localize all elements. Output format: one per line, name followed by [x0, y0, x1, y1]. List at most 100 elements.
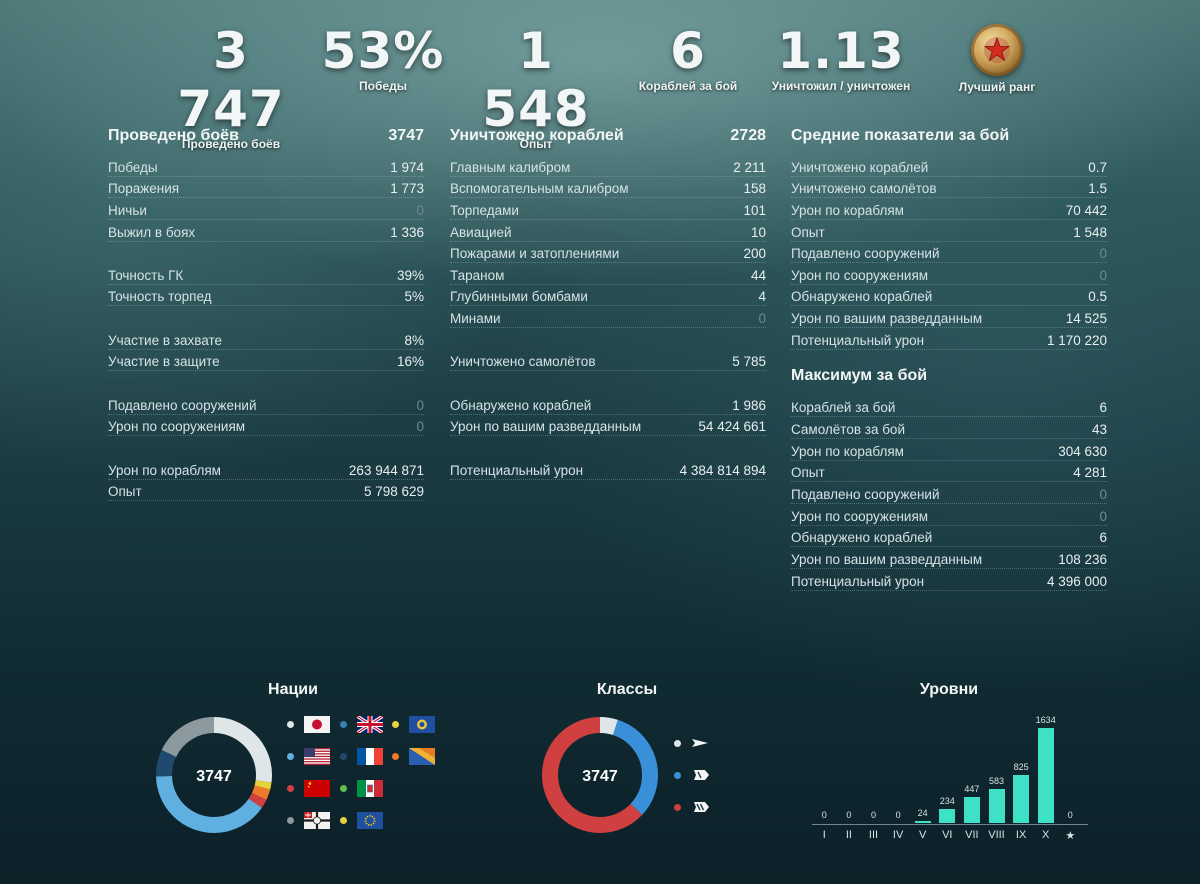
battles-label: Проведено боёв	[181, 137, 281, 151]
exp-label: Опыт	[519, 137, 553, 151]
stat-row: Подавлено сооружений 0	[791, 482, 1107, 504]
stat-value: 54 424 661	[698, 419, 766, 435]
legend-dot	[287, 817, 294, 824]
level-bar-value: 447	[964, 784, 980, 794]
stat-label: Подавлено сооружений	[791, 486, 940, 502]
stat-label: Урон по сооружениям	[791, 508, 929, 524]
level-bar[interactable]	[1013, 775, 1030, 823]
level-tick-label: I	[822, 829, 826, 841]
level-bar-value: 234	[939, 796, 955, 807]
stat-label: Вспомогательным калибром	[450, 181, 629, 197]
classes-donut-chart[interactable]: 3747	[540, 715, 660, 835]
stat-row: Ничьи 0	[108, 198, 424, 220]
stat-row: Обнаружено кораблей 1 986	[450, 393, 766, 415]
legend-japan[interactable]	[287, 716, 330, 733]
stat-label: Уничтожено самолётов	[791, 181, 937, 197]
level-bar[interactable]	[914, 821, 931, 823]
rank-star-medal-icon	[971, 24, 1023, 76]
stat-label: Урон по сооружениям	[791, 267, 929, 283]
germany-flag-icon	[304, 812, 330, 829]
cruiser-class-icon	[694, 770, 709, 780]
legend-ussr[interactable]	[287, 780, 330, 797]
stat-row: Урон по сооружениям 0	[108, 415, 424, 437]
classes-segment-battleship[interactable]	[542, 717, 658, 833]
battles-header-title: Проведено боёв	[108, 127, 239, 144]
stat-value: 200	[743, 246, 766, 262]
stat-row: Подавлено сооружений 0	[791, 242, 1107, 264]
stat-value: 158	[743, 181, 766, 197]
level-bar-value: 0	[895, 810, 901, 820]
nations-segment-france[interactable]	[156, 717, 272, 833]
level-bar[interactable]	[939, 809, 956, 823]
classes-title: Классы	[596, 681, 658, 698]
stat-label: Опыт	[791, 465, 825, 481]
stat-value: 44	[750, 267, 766, 283]
stat-value: 4 281	[1073, 465, 1107, 481]
legend-dot	[287, 753, 294, 760]
stat-value: 6	[1099, 400, 1107, 416]
legend-dot	[340, 753, 347, 760]
stat-row: Потенциальный урон 1 170 220	[791, 328, 1107, 350]
battles-value: 3 747	[177, 22, 285, 138]
kd-ratio-value: 1.13	[777, 22, 905, 80]
nations-segment-usa[interactable]	[156, 717, 272, 833]
stat-row: Авиацией 10	[450, 220, 766, 242]
classes-segment-cruiser[interactable]	[542, 717, 658, 833]
levels-title: Уровни	[919, 681, 979, 698]
stat-row: Обнаружено кораблей 0.5	[791, 285, 1107, 307]
stat-value: 4 396 000	[1046, 573, 1107, 589]
stat-row: Урон по сооружениям 0	[791, 263, 1107, 285]
best-rank-stat[interactable]: Лучший ранг	[917, 22, 1077, 94]
stat-row: Участие в защите 16%	[108, 350, 424, 372]
ships-per-battle-stat: 6 Кораблей за бой	[608, 22, 768, 93]
stat-value: 4	[758, 289, 766, 305]
legend-italy[interactable]	[340, 780, 383, 797]
legend-france[interactable]	[340, 748, 383, 765]
legend-commonwealth[interactable]	[392, 716, 435, 733]
stat-value: 1 170 220	[1046, 332, 1107, 348]
stat-row: Поражения 1 773	[108, 177, 424, 199]
level-bar-value: 1634	[1035, 715, 1056, 725]
stat-value: 0	[416, 202, 424, 218]
stat-row: Подавлено сооружений 0	[108, 393, 424, 415]
stat-row: Опыт 1 548	[791, 220, 1107, 242]
stat-row: Точность торпед 5%	[108, 285, 424, 307]
stat-value: 0	[758, 311, 766, 327]
legend-dot	[287, 785, 294, 792]
stat-label: Потенциальный урон	[791, 573, 925, 589]
legend-dot	[674, 771, 681, 779]
stat-value: 8%	[404, 332, 424, 348]
stat-value: 304 630	[1058, 443, 1107, 459]
level-bar[interactable]	[988, 789, 1005, 823]
legend-destroyer[interactable]	[674, 737, 711, 749]
stat-row: Главным калибром 2 211	[450, 155, 766, 177]
legend-battleship[interactable]	[674, 801, 711, 813]
legend-pan-america[interactable]	[392, 748, 435, 765]
destroyed-column: Уничтожено кораблей 2728 Главным калибро…	[450, 124, 766, 480]
legend-uk[interactable]	[340, 716, 383, 733]
level-bar[interactable]	[963, 797, 980, 823]
legend-germany[interactable]	[287, 812, 330, 829]
stat-label: Главным калибром	[450, 159, 571, 175]
stat-label: Урон по кораблям	[791, 202, 904, 218]
stat-value: 10	[750, 224, 766, 240]
stat-value: 5 785	[732, 354, 766, 370]
stat-label: Выжил в боях	[108, 224, 196, 240]
stat-value: 0.7	[1088, 159, 1107, 175]
battles-header: Проведено боёв 3747	[108, 124, 424, 148]
nations-donut-chart[interactable]: 3747	[154, 715, 274, 835]
level-tick-label: II	[845, 829, 852, 841]
stat-label: Самолётов за бой	[791, 422, 905, 438]
stat-label: Авиацией	[450, 224, 512, 240]
legend-cruiser[interactable]	[674, 769, 711, 781]
nations-segment-germany[interactable]	[156, 717, 272, 833]
wins-value: 53%	[321, 22, 445, 80]
level-bar[interactable]	[1037, 728, 1054, 823]
legend-usa[interactable]	[287, 748, 330, 765]
stat-label: Подавлено сооружений	[108, 397, 257, 413]
legend-europe[interactable]	[340, 812, 383, 829]
stat-value: 1 986	[732, 397, 766, 413]
best-rank-label: Лучший ранг	[958, 80, 1036, 94]
stat-value: 1 336	[390, 224, 424, 240]
kd-ratio-label: Уничтожил / уничтожен	[771, 79, 911, 93]
